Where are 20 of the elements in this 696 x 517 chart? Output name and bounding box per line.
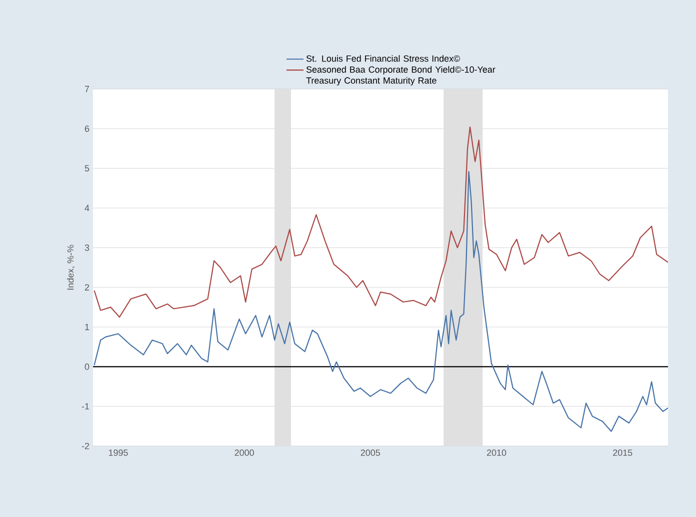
y-tick-label: 4 bbox=[84, 204, 90, 212]
y-tick-label: 7 bbox=[84, 86, 90, 92]
y-tick-label: 2 bbox=[84, 284, 90, 290]
x-tick-label: 2005 bbox=[360, 450, 380, 456]
y-tick-label: 1 bbox=[85, 324, 90, 330]
y-tick-label: 6 bbox=[84, 125, 90, 132]
y-tick-label: 3 bbox=[84, 244, 90, 251]
y-tick-label: 5 bbox=[84, 165, 90, 172]
legend-label: Seasoned Baa Corporate Bond Yield©-10-Year Treasury Constant Maturity Rate bbox=[306, 66, 496, 86]
line-series bbox=[94, 170, 668, 432]
x-tick-label: 2010 bbox=[486, 450, 506, 456]
y-axis-title: Index, %-% bbox=[67, 244, 75, 290]
x-tick-label: 2000 bbox=[234, 450, 254, 456]
x-tick-label: 2015 bbox=[613, 450, 632, 456]
x-tick-label: 1995 bbox=[108, 450, 128, 456]
y-tick-label: -1 bbox=[82, 403, 90, 410]
line-series bbox=[94, 126, 668, 318]
y-tick-label: -2 bbox=[82, 442, 90, 450]
y-tick-label: 0 bbox=[84, 363, 90, 370]
legend-label: St. Louis Fed Financial Stress Index© bbox=[306, 55, 460, 62]
